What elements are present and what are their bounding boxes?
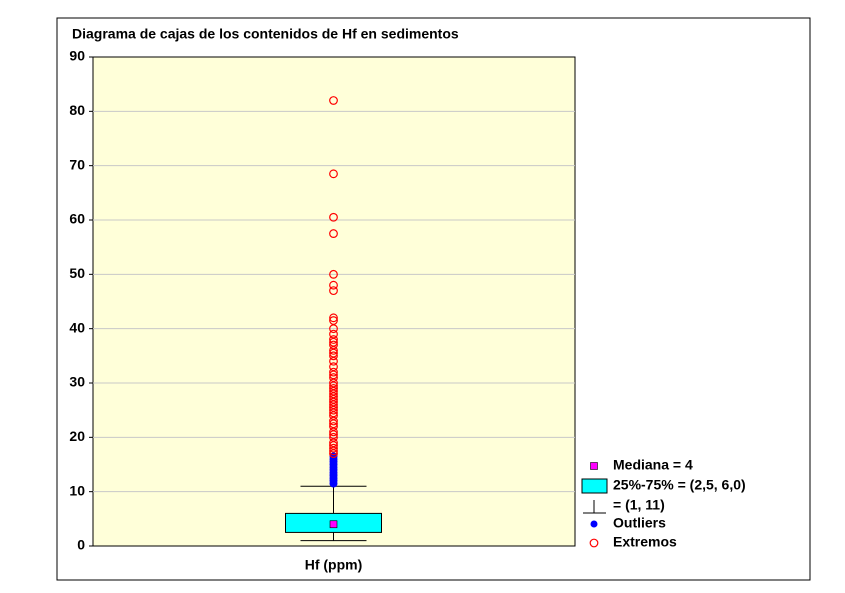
extreme <box>329 362 338 372</box>
legend-label: 25%-75% = (2,5, 6,0) <box>613 477 746 493</box>
extreme <box>329 351 338 361</box>
y-tick-label: 40 <box>69 319 85 335</box>
extreme <box>329 286 338 296</box>
y-tick-label: 20 <box>69 428 85 444</box>
y-tick-label: 70 <box>69 156 85 172</box>
legend-extreme <box>589 538 599 548</box>
legend-label: = (1, 11) <box>613 497 665 513</box>
extreme <box>329 373 338 382</box>
y-tick-label: 0 <box>77 537 85 553</box>
extreme <box>329 340 338 350</box>
extreme <box>329 229 338 238</box>
chart-title: Diagrama de cajas de los contenidos de H… <box>72 26 459 42</box>
y-tick-label: 60 <box>69 211 85 227</box>
x-tick-label: Hf (ppm) <box>305 557 363 573</box>
y-tick-label: 10 <box>69 482 85 498</box>
extreme <box>329 367 338 377</box>
extreme <box>329 313 338 323</box>
extreme <box>329 335 338 344</box>
y-tick-label: 90 <box>69 48 85 64</box>
legend-label: Extremos <box>613 534 677 550</box>
extreme <box>329 329 338 339</box>
extreme <box>329 384 338 393</box>
extreme <box>329 443 338 453</box>
extreme <box>329 169 338 179</box>
extreme <box>329 432 338 442</box>
y-tick-label: 50 <box>69 265 85 281</box>
median <box>329 520 338 529</box>
legend-outlier <box>590 520 598 528</box>
legend-label: Mediana = 4 <box>613 457 693 473</box>
legend-median <box>590 462 598 470</box>
extreme <box>329 212 338 222</box>
extreme <box>329 269 338 279</box>
extreme <box>329 280 338 290</box>
extreme <box>329 96 338 105</box>
y-tick-label: 80 <box>69 102 85 118</box>
legend-box <box>581 478 608 494</box>
extreme <box>329 422 338 431</box>
legend-label: Outliers <box>613 515 666 531</box>
extreme <box>329 316 338 325</box>
y-tick-label: 30 <box>69 374 85 390</box>
